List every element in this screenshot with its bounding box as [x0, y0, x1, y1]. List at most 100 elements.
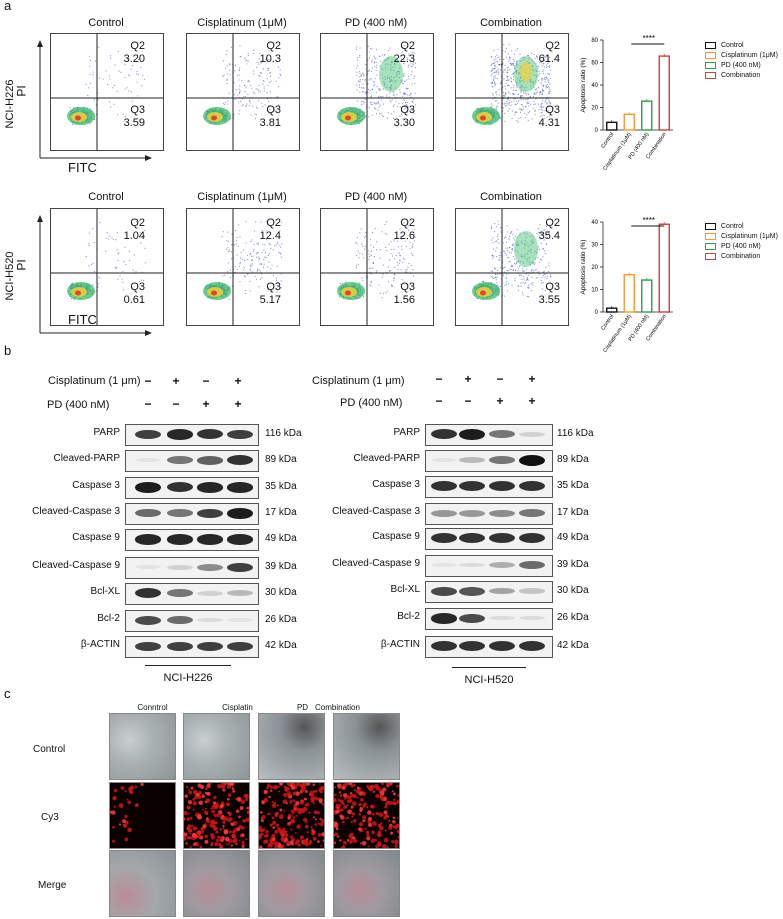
protein-label: Bcl-2 — [97, 613, 120, 624]
y-axis-title: Apoptosis ratio (%) — [580, 58, 587, 113]
band — [519, 431, 545, 437]
scatter-dots — [456, 209, 568, 325]
band — [459, 533, 485, 544]
flow-header-pd: PD (400 nM) — [344, 17, 408, 29]
micrograph-brightfield — [109, 713, 176, 780]
blot-strip — [425, 450, 553, 472]
cell-label-h226: NCI-H226 — [4, 79, 16, 129]
cell-label-h520: NCI-H520 — [4, 251, 16, 301]
x-tick-label: Control — [600, 314, 615, 332]
y-tick-label: 0 — [595, 128, 599, 134]
band — [459, 641, 485, 652]
micrograph-merge — [333, 850, 400, 917]
bar — [606, 307, 618, 313]
pd-sign: + — [528, 394, 536, 408]
q3-value: 3.30 — [393, 117, 415, 129]
q2-value: 35.4 — [538, 230, 560, 242]
q2-value: 1.04 — [123, 230, 145, 242]
band — [459, 509, 485, 517]
treatment-cis-label-right: Cisplatinum (1 μm) — [312, 375, 405, 387]
blot-strip — [125, 636, 259, 658]
micrograph-cy3 — [109, 782, 176, 849]
flow-plot-h520-cisplatinum: Q2 12.4 Q3 5.17 — [186, 208, 300, 326]
q3-label: Q3 — [545, 281, 560, 293]
band — [459, 429, 485, 440]
micro-row-label-merge: Merge — [38, 880, 67, 891]
y-tick-label: 20 — [591, 106, 598, 112]
band — [197, 508, 223, 519]
x-axis-label-fitc: FITC — [68, 160, 97, 175]
y-tick-label: 80 — [591, 38, 598, 44]
cell-line-label-right: NCI-H520 — [464, 674, 514, 686]
q2-label: Q2 — [130, 217, 145, 229]
band — [431, 613, 457, 624]
flow-plot-h520-pd: Q2 12.6 Q3 1.56 — [320, 208, 434, 326]
band — [489, 456, 515, 465]
kda-label: 17 kDa — [557, 507, 589, 518]
band — [431, 586, 457, 596]
flow-plot-h226-pd: Q2 22.3 Q3 3.30 — [320, 33, 434, 151]
micrograph-merge — [183, 850, 250, 917]
band — [135, 429, 161, 440]
panel-b-label: b — [4, 343, 12, 358]
band — [431, 481, 457, 492]
band — [459, 562, 485, 568]
band — [459, 457, 485, 463]
blot-strip — [125, 529, 259, 551]
q2-value: 12.6 — [393, 230, 415, 242]
kda-label: 116 kDa — [557, 428, 594, 439]
blot-strip — [425, 581, 553, 603]
legend-item-pd: PD (400 nM) — [705, 60, 778, 70]
bar — [641, 279, 653, 313]
panel-a-label: a — [4, 0, 12, 13]
cis-sign: + — [528, 372, 536, 386]
q2-label: Q2 — [130, 40, 145, 52]
band — [167, 534, 193, 545]
q3-value: 3.59 — [123, 117, 145, 129]
kda-label: 35 kDa — [557, 480, 589, 491]
band — [197, 429, 223, 440]
cell-line-label-left: NCI-H226 — [163, 672, 213, 684]
kda-label: 89 kDa — [265, 454, 297, 465]
band — [167, 456, 193, 465]
band — [197, 617, 223, 623]
protein-label: Cleaved-PARP — [53, 453, 120, 464]
band — [167, 641, 193, 652]
band — [167, 589, 193, 598]
legend-h520: Control Cisplatinum (1μM) PD (400 nM) Co… — [705, 221, 778, 261]
kda-label: 26 kDa — [557, 612, 589, 623]
y-axis-label-pi-2: PI — [14, 259, 29, 271]
blot-strip — [425, 555, 553, 577]
flow-header-cisplatinum-2: Cisplatinum (1μM) — [197, 191, 287, 203]
kda-label: 17 kDa — [265, 507, 297, 518]
flow-header-combination-2: Combination — [480, 191, 542, 203]
band — [489, 587, 515, 595]
scatter-dots — [321, 209, 433, 325]
micro-header-control: Conntrol — [137, 703, 168, 712]
y-tick-label: 40 — [591, 220, 598, 226]
panel-c-label: c — [4, 686, 11, 701]
legend-item-pd: PD (400 nM) — [705, 241, 778, 251]
significance-marker: **** — [643, 34, 655, 43]
protein-label: β-ACTIN — [80, 639, 120, 650]
blot-strip — [425, 608, 553, 630]
pd-sign: − — [144, 397, 152, 411]
kda-label: 30 kDa — [265, 587, 297, 598]
band — [135, 641, 161, 652]
cell-line-underline-left — [145, 665, 231, 666]
band — [431, 457, 457, 463]
protein-label: Bcl-XL — [90, 586, 120, 597]
q2-label: Q2 — [266, 40, 281, 52]
protein-label: PARP — [393, 427, 421, 438]
band — [519, 561, 545, 570]
band — [519, 615, 545, 621]
q3-label: Q3 — [400, 104, 415, 116]
bar — [641, 100, 653, 131]
band — [167, 482, 193, 493]
q3-label: Q3 — [130, 104, 145, 116]
kda-label: 49 kDa — [557, 532, 589, 543]
scatter-dots — [456, 34, 568, 150]
q3-value: 5.17 — [259, 294, 281, 306]
band — [135, 509, 161, 518]
